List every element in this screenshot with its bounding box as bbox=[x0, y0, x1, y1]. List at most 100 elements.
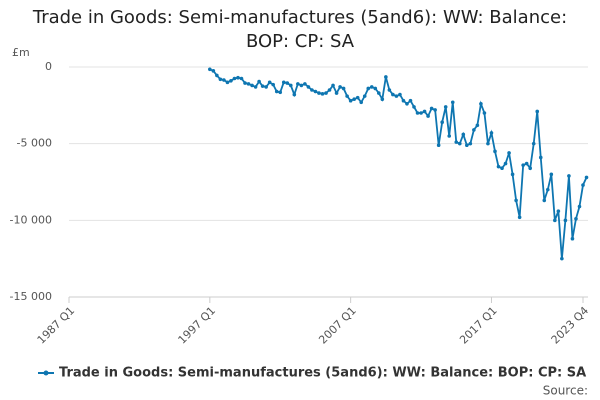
x-tick-label: 2023 Q4 bbox=[549, 304, 592, 347]
point bbox=[352, 97, 356, 101]
point bbox=[211, 69, 216, 73]
point bbox=[320, 92, 325, 96]
point bbox=[317, 91, 321, 95]
point bbox=[503, 161, 508, 166]
point bbox=[447, 134, 452, 138]
point bbox=[398, 92, 402, 97]
point bbox=[461, 132, 466, 137]
point bbox=[553, 218, 557, 223]
point bbox=[208, 67, 212, 72]
point bbox=[260, 84, 265, 88]
point bbox=[581, 183, 585, 187]
point bbox=[303, 82, 307, 86]
y-tick-label: -5 000 bbox=[17, 137, 52, 150]
point bbox=[366, 86, 371, 91]
point bbox=[229, 79, 233, 83]
point bbox=[215, 73, 219, 78]
x-tick-label: 2007 Q1 bbox=[316, 304, 359, 347]
point bbox=[521, 163, 525, 167]
point bbox=[563, 218, 568, 223]
point bbox=[510, 172, 515, 177]
point bbox=[278, 90, 283, 95]
point bbox=[274, 89, 279, 94]
point bbox=[429, 106, 434, 111]
point bbox=[584, 175, 589, 180]
point bbox=[507, 151, 511, 155]
point bbox=[570, 236, 575, 241]
point bbox=[334, 91, 339, 95]
point bbox=[246, 82, 251, 86]
point bbox=[271, 82, 275, 87]
point bbox=[236, 75, 240, 80]
point bbox=[577, 204, 582, 209]
point bbox=[531, 141, 536, 146]
point bbox=[426, 114, 430, 118]
y-axis-label: £m bbox=[12, 46, 30, 59]
point bbox=[412, 105, 416, 109]
point bbox=[535, 109, 540, 114]
point bbox=[517, 215, 522, 220]
point bbox=[538, 155, 543, 160]
point bbox=[373, 86, 378, 91]
point bbox=[394, 94, 399, 98]
point bbox=[450, 100, 455, 105]
point bbox=[281, 80, 286, 85]
point bbox=[405, 102, 409, 106]
point bbox=[384, 75, 388, 79]
legend-label: Trade in Goods: Semi-manufactures (5and6… bbox=[59, 366, 586, 381]
point bbox=[299, 83, 304, 88]
point bbox=[408, 98, 413, 103]
point bbox=[264, 85, 268, 89]
point bbox=[355, 95, 360, 100]
point bbox=[362, 94, 367, 98]
point bbox=[486, 141, 490, 146]
y-tick-label: -10 000 bbox=[10, 213, 52, 226]
y-tick-label: -15 000 bbox=[10, 290, 52, 303]
point bbox=[436, 143, 441, 147]
point bbox=[524, 161, 529, 166]
point bbox=[327, 88, 332, 92]
point bbox=[556, 209, 561, 213]
point bbox=[296, 82, 300, 86]
point bbox=[482, 111, 487, 115]
point bbox=[465, 143, 469, 147]
point bbox=[528, 166, 532, 170]
source: Source: bbox=[543, 384, 588, 398]
point bbox=[574, 217, 578, 221]
point bbox=[500, 166, 504, 170]
point bbox=[306, 85, 311, 89]
legend-marker bbox=[43, 370, 49, 376]
point bbox=[324, 91, 328, 95]
point bbox=[288, 83, 293, 88]
point bbox=[250, 83, 254, 88]
point bbox=[440, 120, 444, 124]
point bbox=[493, 149, 497, 154]
point bbox=[292, 92, 297, 97]
point bbox=[331, 83, 335, 88]
point bbox=[401, 98, 406, 103]
point bbox=[257, 79, 261, 84]
point bbox=[267, 80, 272, 85]
point bbox=[567, 174, 571, 178]
point bbox=[454, 140, 459, 144]
point bbox=[338, 85, 342, 89]
point bbox=[475, 123, 480, 128]
point bbox=[391, 92, 395, 97]
point bbox=[560, 256, 564, 261]
point bbox=[422, 109, 427, 114]
point bbox=[232, 76, 237, 81]
x-tick-label: 1997 Q1 bbox=[176, 304, 219, 347]
point bbox=[433, 108, 437, 112]
point bbox=[457, 141, 462, 146]
point bbox=[479, 102, 483, 106]
point bbox=[472, 128, 476, 132]
point bbox=[313, 89, 318, 94]
point bbox=[359, 100, 364, 105]
point bbox=[545, 187, 550, 192]
point bbox=[387, 88, 392, 92]
chart-title: Trade in Goods: Semi-manufactures (5and6… bbox=[32, 7, 568, 52]
point bbox=[239, 76, 244, 81]
point bbox=[489, 131, 494, 135]
